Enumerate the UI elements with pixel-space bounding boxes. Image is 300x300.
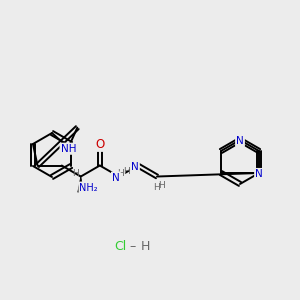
Text: N: N xyxy=(112,172,120,182)
Text: N: N xyxy=(255,169,263,179)
Text: O: O xyxy=(95,138,104,151)
Text: Cl: Cl xyxy=(114,240,126,253)
Text: N: N xyxy=(236,136,244,146)
Text: H: H xyxy=(159,181,165,190)
Text: H: H xyxy=(140,240,150,253)
Text: H: H xyxy=(124,167,130,176)
Text: NH₂: NH₂ xyxy=(80,182,98,193)
Text: H: H xyxy=(154,183,160,192)
Text: N: N xyxy=(131,161,139,172)
Polygon shape xyxy=(78,176,84,192)
Text: H: H xyxy=(72,169,79,178)
Text: –: – xyxy=(130,240,136,253)
Text: NH: NH xyxy=(61,144,76,154)
Text: H: H xyxy=(118,169,124,178)
